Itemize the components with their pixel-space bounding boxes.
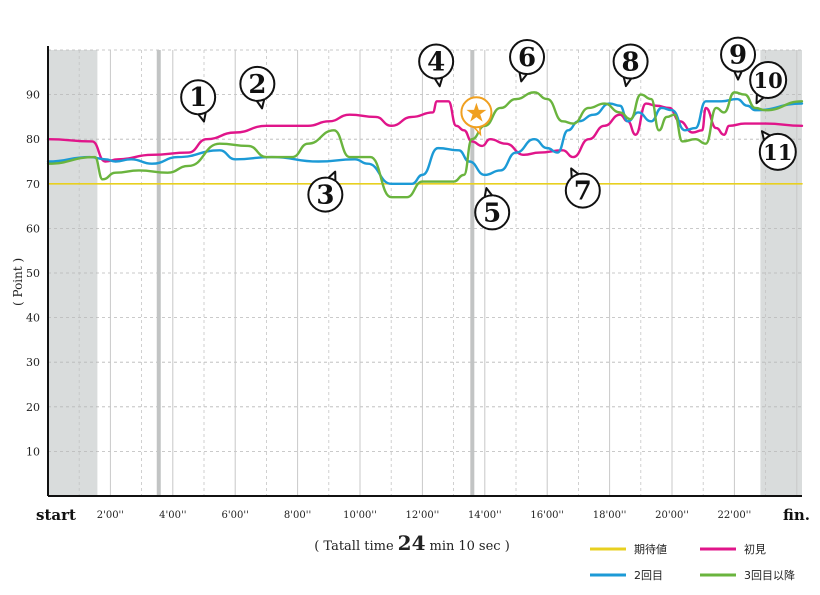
callout-joint bbox=[763, 135, 774, 145]
callout-bubble bbox=[307, 176, 344, 213]
y-tick-label-50: 50 bbox=[26, 267, 40, 280]
callout-bubble bbox=[474, 194, 511, 231]
star-icon: ★ bbox=[465, 98, 488, 128]
callout-bubble bbox=[564, 172, 601, 209]
callout-bubble bbox=[758, 132, 797, 171]
legend-label-3: 3回目以降 bbox=[744, 568, 795, 582]
y-tick-label-20: 20 bbox=[26, 401, 40, 414]
series-line-1 bbox=[46, 100, 804, 163]
callout-bubble bbox=[418, 43, 455, 80]
callout-number: 11 bbox=[763, 140, 792, 165]
x-tick-label: 12'00'' bbox=[406, 510, 440, 521]
y-tick-label-30: 30 bbox=[26, 356, 40, 369]
y-tick-label-10: 10 bbox=[26, 445, 40, 458]
callout-number: 5 bbox=[483, 198, 501, 228]
x-tick-label: 20'00'' bbox=[655, 510, 689, 521]
callout-number: 10 bbox=[754, 68, 783, 93]
y-tick-label-80: 80 bbox=[26, 133, 40, 146]
x-tick-label: 4'00'' bbox=[159, 510, 186, 521]
x-tick-label: 10'00'' bbox=[343, 510, 377, 521]
callout-number: 9 bbox=[729, 41, 747, 71]
callout-joint bbox=[196, 108, 207, 114]
total-time-label: ( Tatall time 24 min 10 sec ) bbox=[314, 531, 510, 555]
x-tick-label: 2'00'' bbox=[97, 510, 124, 521]
x-start-label: start bbox=[36, 506, 76, 524]
callout-joint bbox=[483, 196, 495, 202]
legend-label-0: 期待値 bbox=[634, 542, 667, 556]
total-time-part: 10 bbox=[458, 539, 475, 554]
total-time-part: 24 bbox=[398, 531, 426, 555]
x-tick-label: 22'00'' bbox=[718, 510, 752, 521]
callout-number: 6 bbox=[518, 43, 536, 73]
callout-bubble bbox=[720, 36, 757, 73]
callout-number: 7 bbox=[574, 177, 592, 207]
total-time-part: ( Tatall time bbox=[314, 539, 394, 554]
y-tick-label-70: 70 bbox=[26, 178, 40, 191]
y-axis-label: ( Point ) bbox=[11, 258, 25, 306]
callout-number: 3 bbox=[316, 181, 334, 211]
x-end-label: fin. bbox=[783, 506, 810, 524]
x-tick-label: 8'00'' bbox=[284, 510, 311, 521]
legend-label-2: 2回目 bbox=[634, 569, 663, 582]
callout-number: 2 bbox=[248, 70, 266, 100]
total-time-part: min bbox=[430, 539, 455, 554]
total-time-part: sec ) bbox=[479, 539, 510, 554]
callout-number: 8 bbox=[622, 48, 640, 78]
legend-label-1: 初見 bbox=[744, 542, 766, 556]
x-tick-label: 14'00'' bbox=[468, 510, 502, 521]
y-tick-label-40: 40 bbox=[26, 312, 40, 325]
callout-bubble bbox=[180, 79, 217, 116]
callout-bubble bbox=[239, 65, 276, 102]
callout-bubble bbox=[509, 39, 546, 76]
callout-joint bbox=[325, 178, 337, 186]
y-tick-label-60: 60 bbox=[26, 222, 40, 235]
callout-joint bbox=[518, 68, 530, 74]
star-marker-circle bbox=[460, 96, 493, 129]
callout-bubble bbox=[612, 43, 649, 80]
y-tick-label-90: 90 bbox=[26, 89, 40, 102]
series-line-2 bbox=[46, 97, 804, 185]
callout-number: 1 bbox=[189, 83, 207, 113]
callout-number: 4 bbox=[427, 48, 445, 78]
series-line-3 bbox=[46, 91, 804, 199]
x-tick-label: 16'00'' bbox=[530, 510, 564, 521]
x-tick-label: 18'00'' bbox=[593, 510, 627, 521]
callout-joint bbox=[622, 72, 634, 78]
callout-joint bbox=[254, 95, 266, 100]
x-tick-label: 6'00'' bbox=[222, 510, 249, 521]
callout-joint bbox=[756, 89, 767, 97]
callout-joint bbox=[432, 73, 444, 78]
callout-bubble bbox=[749, 60, 788, 99]
callout-joint bbox=[571, 174, 582, 182]
